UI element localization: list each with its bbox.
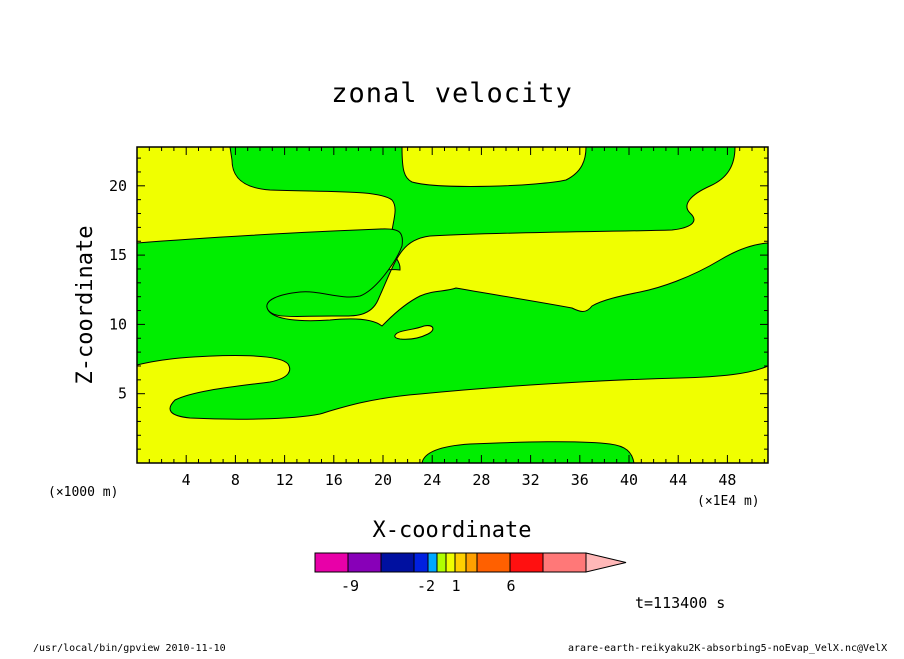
x-tick-label: 24 bbox=[423, 471, 441, 489]
x-unit-left: (×1000 m) bbox=[48, 485, 118, 500]
colorbar-label: -2 bbox=[417, 577, 435, 595]
y-axis-title: Z-coordinate bbox=[73, 226, 98, 385]
colorbar-swatch bbox=[413, 552, 429, 573]
x-tick-label: 20 bbox=[374, 471, 392, 489]
colorbar-swatch bbox=[509, 552, 544, 573]
x-tick-label: 48 bbox=[718, 471, 736, 489]
colorbar bbox=[314, 552, 627, 573]
x-tick-label: 28 bbox=[472, 471, 490, 489]
y-tick-label: 15 bbox=[109, 246, 127, 264]
x-tick-labels: 4 8 12 16 20 24 28 32 36 40 44 48 bbox=[182, 471, 737, 489]
y-tick-labels: 5 10 15 20 bbox=[109, 177, 127, 403]
colorbar-label: -9 bbox=[341, 577, 359, 595]
y-tick-label: 20 bbox=[109, 177, 127, 195]
x-tick-label: 16 bbox=[325, 471, 343, 489]
footer-left: /usr/local/bin/gpview 2010-11-10 bbox=[33, 643, 226, 654]
colorbar-labels: -9 -2 1 6 bbox=[341, 577, 516, 595]
x-tick-label: 8 bbox=[231, 471, 240, 489]
footer-right: arare-earth-reikyaku2K-absorbing5-noEvap… bbox=[568, 643, 887, 654]
x-tick-label: 32 bbox=[522, 471, 540, 489]
time-label: t=113400 s bbox=[635, 594, 725, 612]
y-tick-label: 10 bbox=[109, 315, 127, 333]
colorbar-swatch bbox=[454, 552, 467, 573]
contour-region-island bbox=[394, 325, 434, 340]
contour-region-middle-band bbox=[136, 228, 769, 420]
x-tick-label: 4 bbox=[182, 471, 191, 489]
colorbar-swatch bbox=[542, 552, 587, 573]
colorbar-label: 6 bbox=[506, 577, 515, 595]
colorbar-swatch bbox=[347, 552, 382, 573]
colorbar-swatch bbox=[465, 552, 478, 573]
tick-marks bbox=[137, 147, 768, 463]
x-tick-label: 40 bbox=[620, 471, 638, 489]
colorbar-arrow bbox=[585, 552, 627, 573]
colorbar-swatch bbox=[380, 552, 415, 573]
colorbar-label: 1 bbox=[451, 577, 460, 595]
y-tick-label: 5 bbox=[118, 385, 127, 403]
colorbar-swatch bbox=[314, 552, 349, 573]
x-tick-label: 36 bbox=[571, 471, 589, 489]
chart-title: zonal velocity bbox=[331, 78, 573, 109]
plot-area bbox=[136, 146, 769, 464]
colorbar-swatch bbox=[436, 552, 447, 573]
x-tick-label: 44 bbox=[669, 471, 687, 489]
x-axis-title: X-coordinate bbox=[373, 518, 532, 543]
colorbar-swatch bbox=[445, 552, 456, 573]
contour-region-bottom bbox=[421, 441, 635, 464]
plot-frame bbox=[136, 146, 769, 464]
x-tick-label: 12 bbox=[276, 471, 294, 489]
x-unit-right: (×1E4 m) bbox=[697, 494, 760, 509]
colorbar-swatch bbox=[476, 552, 511, 573]
colorbar-swatch bbox=[427, 552, 438, 573]
